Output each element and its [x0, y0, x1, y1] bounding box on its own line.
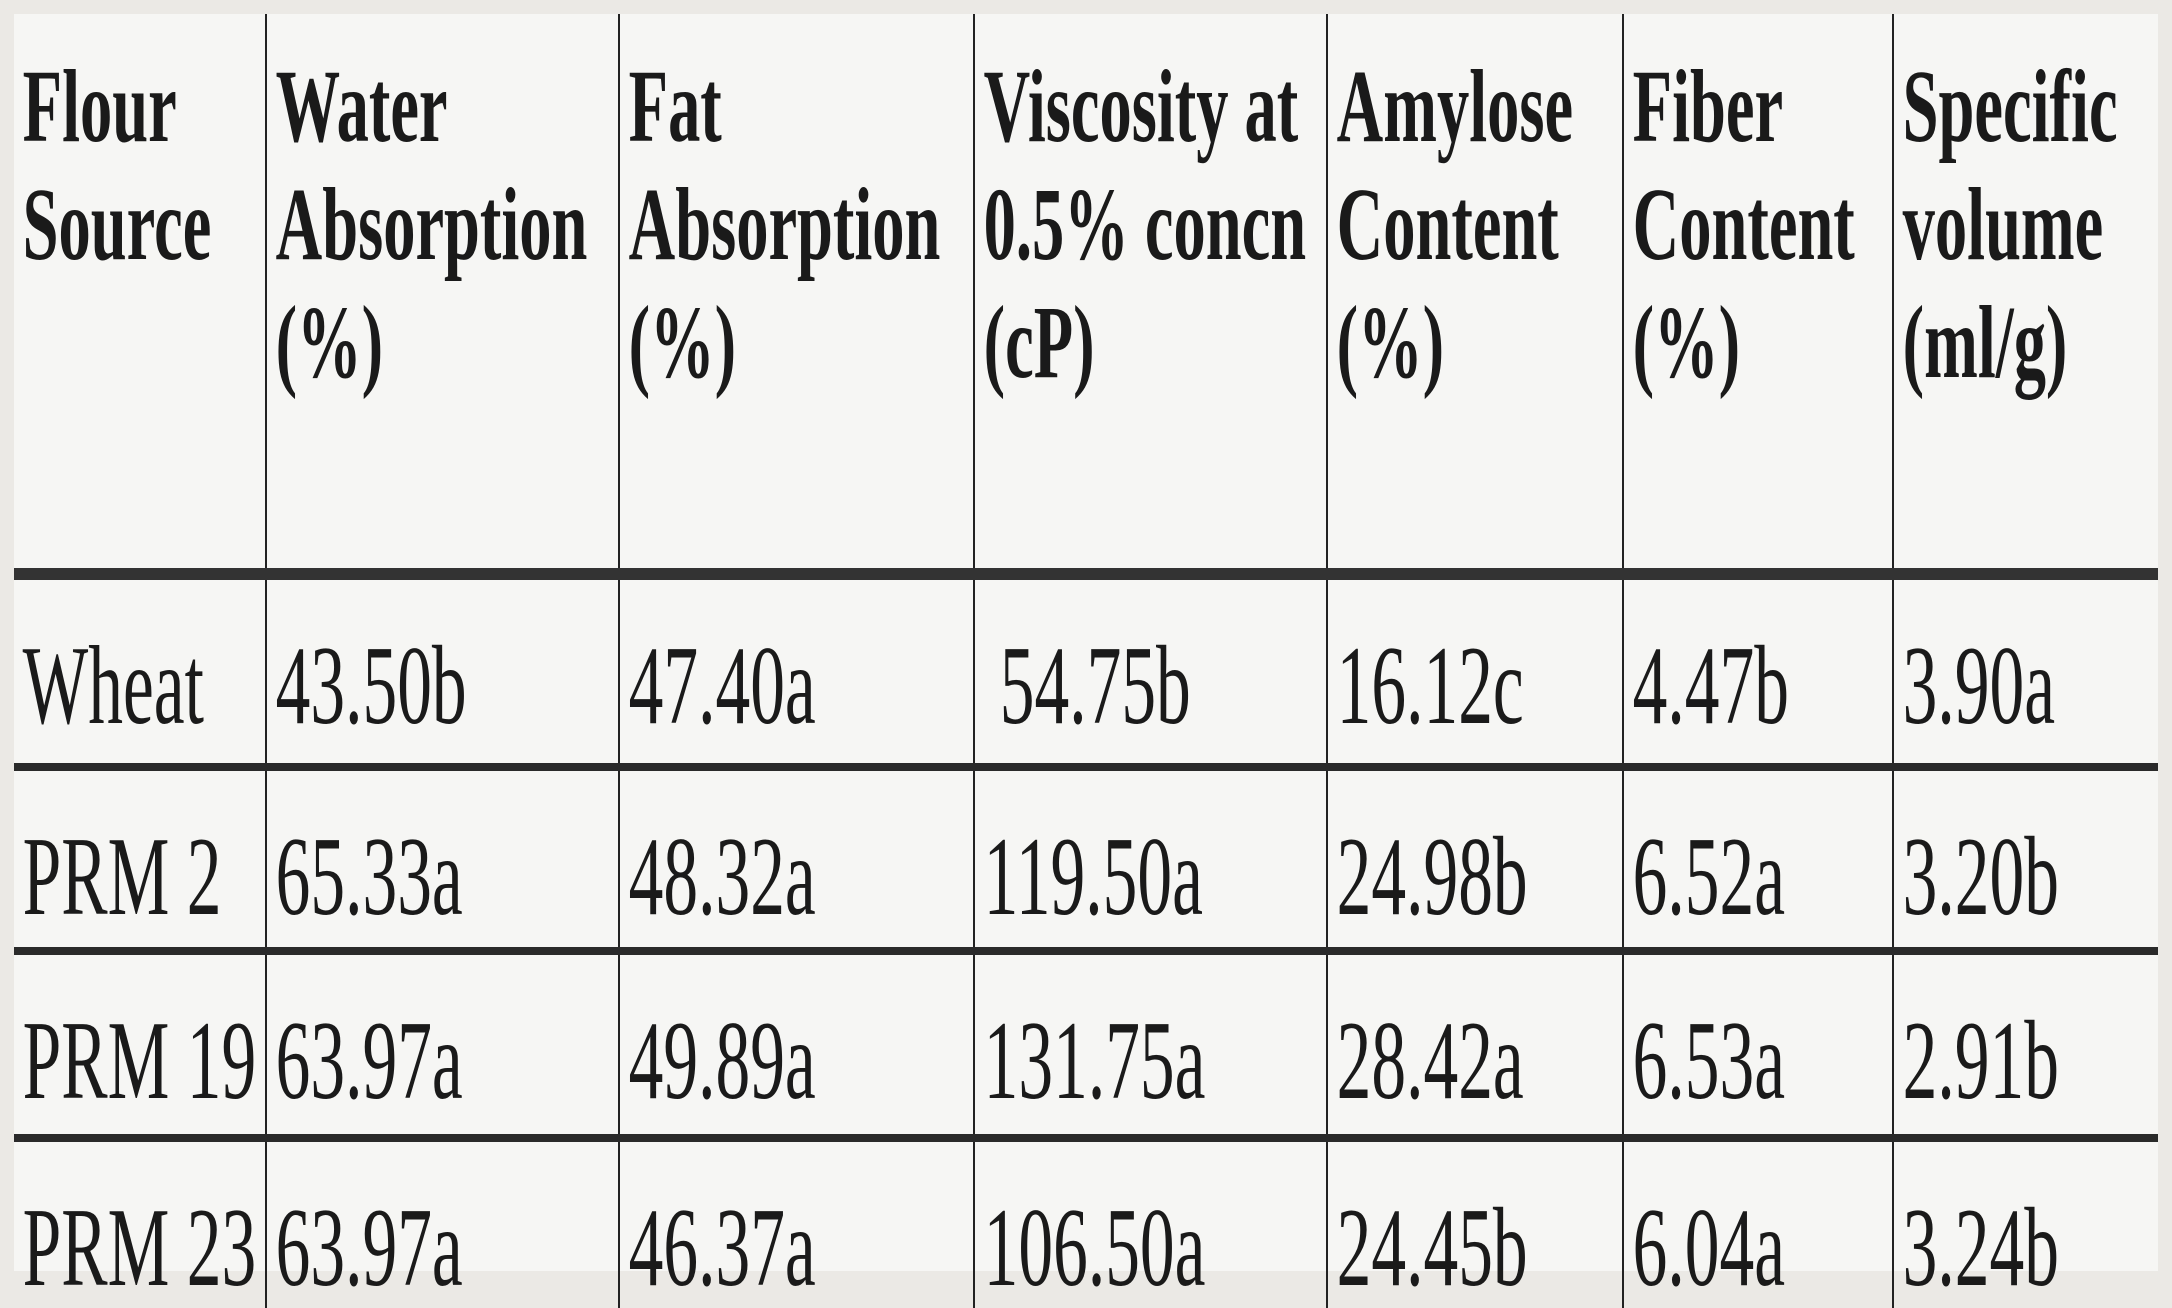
cell-value: 4.47b [1632, 624, 1789, 748]
cell-value: 6.52a [1632, 815, 1786, 939]
header-line: 0.5% concn [983, 167, 1307, 282]
column-header-flour-source: Flour Source [14, 14, 266, 574]
cell-value: 24.45b [1336, 1186, 1528, 1308]
cell-specific-volume: 3.20b [1892, 767, 2158, 951]
header-text: Fat Absorption (%) [621, 48, 941, 402]
table-row: PRM 19 63.97a 49.89a 131.75a 28.42a 6.53a 2.91… [14, 951, 2158, 1138]
column-header-water-absorption: Water Absorption (%) [265, 14, 619, 574]
header-line: Flour [22, 49, 177, 164]
cell-value: Wheat [22, 624, 204, 748]
header-line: (ml/g) [1902, 285, 2068, 400]
header-text: Water Absorption (%) [268, 48, 588, 402]
header-line: volume [1902, 167, 2104, 282]
header-line: Water [275, 49, 448, 164]
header-line: Source [22, 167, 212, 282]
scanned-table-page: Flour Source Water Absorption (%) Fat Absorpti… [14, 14, 2158, 1308]
header-row: Flour Source Water Absorption (%) Fat Absorpti… [14, 14, 2158, 574]
cell-flour-source: Wheat [14, 574, 266, 767]
column-header-fiber-content: Fiber Content (%) [1622, 14, 1893, 574]
column-header-specific-volume: Specific volume (ml/g) [1892, 14, 2158, 574]
header-text: Amylose Content (%) [1329, 48, 1574, 402]
cell-water-absorption: 43.50b [265, 574, 619, 767]
cell-viscosity: 131.75a [973, 951, 1327, 1138]
cell-value: 63.97a [275, 1186, 463, 1308]
column-header-amylose-content: Amylose Content (%) [1326, 14, 1623, 574]
cell-value: 65.33a [275, 815, 463, 939]
header-line: Content [1632, 167, 1855, 282]
cell-fat-absorption: 49.89a [618, 951, 974, 1138]
cell-amylose-content: 28.42a [1326, 951, 1623, 1138]
cell-water-absorption: 63.97a [265, 951, 619, 1138]
cell-fiber-content: 6.52a [1622, 767, 1893, 951]
table-row: PRM 23 63.97a 46.37a 106.50a 24.45b 6.04a 3.24… [14, 1138, 2158, 1308]
cell-value: 46.37a [628, 1186, 816, 1308]
cell-value: 54.75b [999, 624, 1191, 748]
header-line: (%) [275, 285, 384, 400]
header-line: (%) [628, 285, 737, 400]
cell-water-absorption: 63.97a [265, 1138, 619, 1308]
cell-amylose-content: 24.45b [1326, 1138, 1623, 1308]
cell-value: 6.53a [1632, 999, 1786, 1123]
cell-value: 24.98b [1336, 815, 1528, 939]
cell-value: 43.50b [275, 624, 467, 748]
cell-value: 119.50a [983, 815, 1203, 939]
cell-fiber-content: 6.53a [1622, 951, 1893, 1138]
cell-value: 131.75a [983, 999, 1206, 1123]
header-line: Absorption [275, 167, 588, 282]
cell-value: 28.42a [1336, 999, 1524, 1123]
cell-fat-absorption: 47.40a [618, 574, 974, 767]
cell-value: 6.04a [1632, 1186, 1786, 1308]
header-line: (cP) [983, 285, 1095, 400]
cell-value: 3.24b [1902, 1186, 2059, 1308]
cell-flour-source: PRM 2 [14, 767, 266, 951]
header-line: (%) [1632, 285, 1741, 400]
cell-value: PRM 19 [22, 999, 257, 1123]
column-header-viscosity: Viscosity at 0.5% concn (cP) [973, 14, 1327, 574]
header-line: Specific [1902, 49, 2118, 164]
cell-fat-absorption: 46.37a [618, 1138, 974, 1308]
cell-flour-source: PRM 19 [14, 951, 266, 1138]
table-row: PRM 2 65.33a 48.32a 119.50a 24.98b 6.52a 3.20b [14, 767, 2158, 951]
cell-specific-volume: 3.90a [1892, 574, 2158, 767]
header-line: Fiber [1632, 49, 1784, 164]
header-line: Fat [628, 49, 722, 164]
header-line: Viscosity at [983, 49, 1299, 164]
cell-value: 106.50a [983, 1186, 1206, 1308]
header-line: (%) [1336, 285, 1445, 400]
flour-properties-table: Flour Source Water Absorption (%) Fat Absorpti… [14, 14, 2158, 1308]
cell-value: PRM 2 [22, 815, 222, 939]
cell-value: 47.40a [628, 624, 816, 748]
cell-fiber-content: 4.47b [1622, 574, 1893, 767]
header-line: Absorption [628, 167, 941, 282]
cell-amylose-content: 24.98b [1326, 767, 1623, 951]
cell-specific-volume: 3.24b [1892, 1138, 2158, 1308]
cell-flour-source: PRM 23 [14, 1138, 266, 1308]
table-row: Wheat 43.50b 47.40a 54.75b 16.12c 4.47b 3.90a [14, 574, 2158, 767]
header-text: Flour Source [14, 48, 212, 284]
header-line: Content [1336, 167, 1559, 282]
header-text: Specific volume (ml/g) [1895, 48, 2118, 402]
cell-value: 49.89a [628, 999, 816, 1123]
cell-value: 3.20b [1902, 815, 2059, 939]
column-header-fat-absorption: Fat Absorption (%) [618, 14, 974, 574]
cell-amylose-content: 16.12c [1326, 574, 1623, 767]
cell-value: PRM 23 [22, 1186, 257, 1308]
cell-viscosity: 119.50a [973, 767, 1327, 951]
cell-value: 63.97a [275, 999, 463, 1123]
header-text: Fiber Content (%) [1625, 48, 1855, 402]
table-body: Wheat 43.50b 47.40a 54.75b 16.12c 4.47b 3.90a P… [14, 574, 2158, 1308]
cell-value: 2.91b [1902, 999, 2059, 1123]
cell-viscosity: 54.75b [973, 574, 1327, 767]
cell-fiber-content: 6.04a [1622, 1138, 1893, 1308]
cell-fat-absorption: 48.32a [618, 767, 974, 951]
header-line: Amylose [1336, 49, 1574, 164]
header-text: Viscosity at 0.5% concn (cP) [976, 48, 1307, 402]
cell-value: 3.90a [1902, 624, 2056, 748]
cell-viscosity: 106.50a [973, 1138, 1327, 1308]
cell-value: 48.32a [628, 815, 816, 939]
cell-specific-volume: 2.91b [1892, 951, 2158, 1138]
cell-value: 16.12c [1336, 624, 1524, 748]
cell-water-absorption: 65.33a [265, 767, 619, 951]
